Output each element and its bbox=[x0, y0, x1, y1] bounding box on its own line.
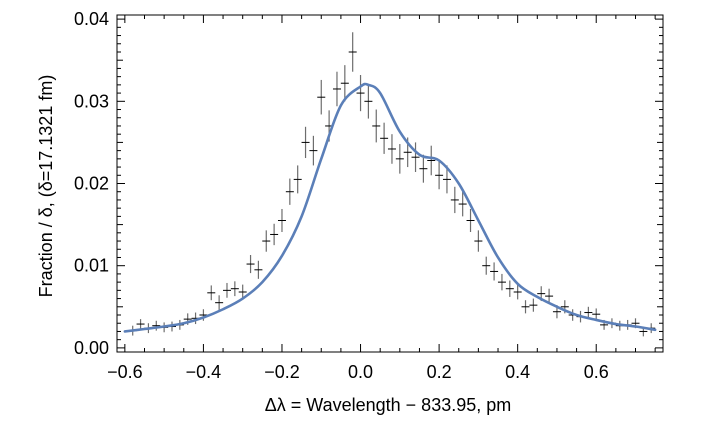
plot-frame bbox=[116, 14, 664, 353]
fit-line bbox=[123, 82, 657, 333]
x-axis-label: Δλ = Wavelength − 833.95, pm bbox=[265, 395, 512, 415]
tick-labels: −0.6 −0.4 −0.2 0.0 0.2 0.4 0.6 0.00 0.01 0.02 0.03… bbox=[74, 9, 609, 382]
y-tick-label: 0.01 bbox=[74, 256, 109, 276]
data-points bbox=[128, 51, 656, 332]
x-tick-label: 0.6 bbox=[584, 362, 609, 382]
y-axis-label: Fraction / δ, (δ=17.1321 fm) bbox=[36, 75, 56, 298]
error-bars bbox=[132, 32, 652, 337]
y-tick-label: 0.03 bbox=[74, 91, 109, 111]
x-tick-label: −0.4 bbox=[186, 362, 222, 382]
y-tick-label: 0.00 bbox=[74, 338, 109, 358]
y-tick-label: 0.04 bbox=[74, 9, 109, 29]
x-tick-label: −0.2 bbox=[264, 362, 300, 382]
x-tick-label: 0.2 bbox=[427, 362, 452, 382]
y-tick-label: 0.02 bbox=[74, 174, 109, 194]
x-tick-label: −0.6 bbox=[107, 362, 143, 382]
ticks bbox=[117, 15, 663, 352]
x-tick-label: 0.4 bbox=[505, 362, 530, 382]
x-tick-label: 0.0 bbox=[348, 362, 373, 382]
